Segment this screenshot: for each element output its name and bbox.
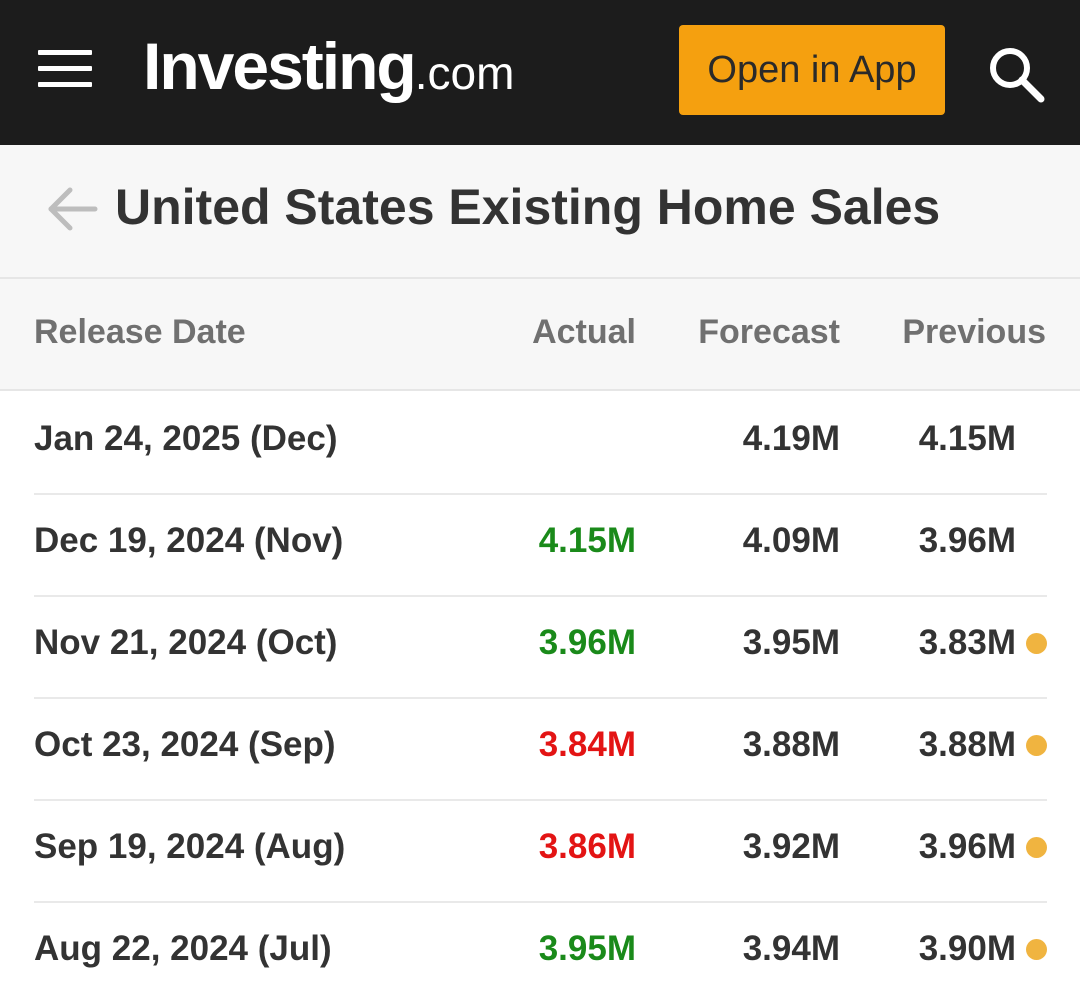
page-title: United States Existing Home Sales [115,179,941,235]
release-date-cell: Dec 19, 2024 (Nov) [34,521,344,560]
logo-wordmark: Investing [143,29,417,103]
release-date-cell: Sep 19, 2024 (Aug) [34,827,346,866]
actual-cell: 3.96M [538,623,636,662]
forecast-cell: 3.88M [742,725,840,764]
column-header-previous: Previous [902,313,1046,351]
actual-cell: 4.15M [538,521,636,560]
column-header-release-date: Release Date [34,313,246,351]
previous-cell: 3.88M [918,725,1016,764]
table-row: Sep 19, 2024 (Aug) 3.86M 3.92M 3.96M [34,799,1047,903]
column-header-forecast: Forecast [698,313,840,351]
table-row: Oct 23, 2024 (Sep) 3.84M 3.88M 3.88M [34,697,1047,801]
revised-indicator-icon [1026,633,1047,654]
previous-cell: 3.90M [918,929,1016,968]
logo-suffix: .com [414,47,515,99]
forecast-cell: 4.09M [742,521,840,560]
release-date-cell: Aug 22, 2024 (Jul) [34,929,332,968]
actual-cell: 3.95M [538,929,636,968]
hamburger-menu-icon[interactable] [38,50,92,88]
search-icon[interactable] [985,43,1047,105]
top-navigation-bar: Investing.com Open in App [0,0,1080,145]
previous-cell: 3.96M [918,827,1016,866]
table-header [0,279,1080,391]
open-in-app-button[interactable]: Open in App [679,25,945,115]
release-date-cell: Nov 21, 2024 (Oct) [34,623,338,662]
table-row: Jan 24, 2025 (Dec) 4.19M 4.15M [34,391,1047,495]
revised-indicator-icon [1026,939,1047,960]
page-title-bar [0,145,1080,279]
revised-indicator-icon [1026,837,1047,858]
previous-cell: 3.83M [918,623,1016,662]
forecast-cell: 4.19M [742,419,840,458]
release-date-cell: Oct 23, 2024 (Sep) [34,725,336,764]
release-date-cell: Jan 24, 2025 (Dec) [34,419,338,458]
table-row: Aug 22, 2024 (Jul) 3.95M 3.94M 3.90M [34,901,1047,1003]
forecast-cell: 3.92M [742,827,840,866]
previous-cell: 3.96M [918,521,1016,560]
actual-cell: 3.86M [538,827,636,866]
table-row: Nov 21, 2024 (Oct) 3.96M 3.95M 3.83M [34,595,1047,699]
forecast-cell: 3.94M [742,929,840,968]
table-row: Dec 19, 2024 (Nov) 4.15M 4.09M 3.96M [34,493,1047,597]
revised-indicator-icon [1026,735,1047,756]
investing-logo[interactable]: Investing.com [143,28,514,108]
previous-cell: 4.15M [918,419,1016,458]
actual-cell: 3.84M [538,725,636,764]
back-arrow-icon[interactable] [45,184,99,234]
forecast-cell: 3.95M [742,623,840,662]
column-header-actual: Actual [532,313,636,351]
